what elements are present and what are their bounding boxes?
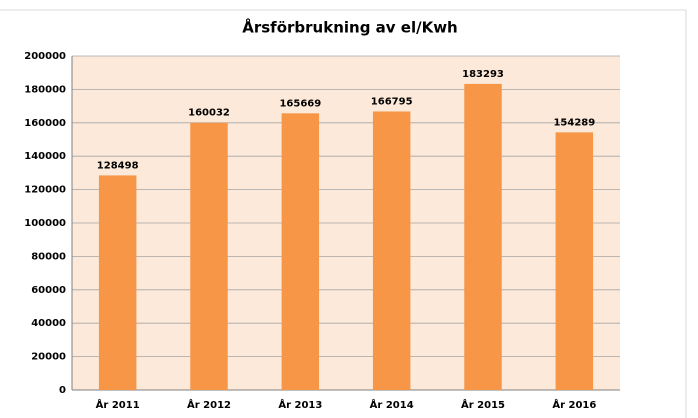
data-label: 166795 (371, 96, 413, 107)
x-tick-label: År 2013 (278, 398, 322, 411)
y-tick-label: 200000 (24, 51, 66, 62)
y-tick-label: 40000 (31, 318, 66, 329)
y-tick-label: 0 (59, 385, 66, 396)
y-tick-label: 120000 (24, 185, 66, 196)
data-label: 165669 (279, 98, 321, 109)
x-tick-label: År 2014 (370, 398, 414, 411)
bar (281, 113, 320, 391)
bar (372, 111, 411, 391)
x-tick-label: År 2016 (552, 398, 596, 411)
bar (190, 122, 228, 391)
x-tick-label: År 2011 (96, 398, 140, 411)
y-tick-label: 60000 (31, 285, 66, 296)
y-tick-label: 80000 (31, 251, 66, 262)
chart-title: Årsförbrukning av el/Kwh (242, 18, 458, 37)
y-tick-label: 100000 (24, 218, 66, 229)
y-tick-label: 180000 (24, 84, 66, 95)
bar (555, 132, 594, 390)
x-tick-label: År 2015 (461, 398, 505, 411)
x-tick-label: År 2012 (187, 398, 231, 411)
data-label: 160032 (188, 108, 230, 119)
bar (464, 83, 502, 390)
y-tick-label: 140000 (24, 151, 66, 162)
data-label: 128498 (97, 160, 139, 171)
bar (98, 175, 137, 390)
data-label: 183293 (462, 69, 504, 80)
y-tick-label: 20000 (31, 352, 66, 363)
data-label: 154289 (553, 117, 595, 128)
y-tick-label: 160000 (24, 118, 66, 129)
